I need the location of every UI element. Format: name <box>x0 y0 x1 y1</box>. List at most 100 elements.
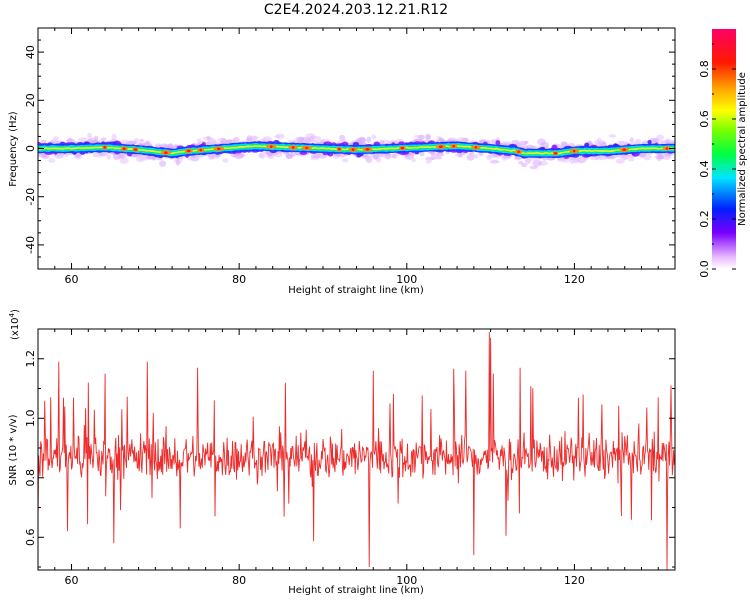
spectral-halo-blob <box>420 135 425 140</box>
spectral-halo-blob <box>275 133 285 140</box>
spectral-halo-blob <box>139 138 145 143</box>
spectral-halo-blob <box>629 137 634 144</box>
x-tick-label: 60 <box>65 574 79 587</box>
band-hotspot-core <box>452 144 456 148</box>
spectral-halo-blob <box>486 155 492 160</box>
spectral-halo-blob <box>295 136 304 142</box>
snr-xlabel: Height of straight line (km) <box>288 585 424 596</box>
colorbar-gradient <box>712 29 736 269</box>
band-hotspot-core <box>186 149 191 153</box>
spectral-halo-blob <box>245 137 253 143</box>
y-tick-label: 0 <box>24 145 37 152</box>
band-hotspot-core <box>122 147 126 150</box>
spectral-halo-blob <box>520 162 528 168</box>
spectral-halo-blob <box>258 153 264 159</box>
x-tick-label: 120 <box>564 574 585 587</box>
spectral-band <box>38 132 675 170</box>
spectrogram-panel: 60 80 100 120 -40 -20 0 20 40 Height of straight… <box>8 27 676 296</box>
colorbar-label: Normalized spectral amplitude <box>737 72 748 226</box>
spectral-halo-blob <box>135 156 146 163</box>
spectral-envelope-blob <box>647 140 652 145</box>
spectral-halo-blob <box>310 153 321 159</box>
figure-title: C2E4.2024.203.12.21.R12 <box>264 2 448 18</box>
band-hotspot-core <box>400 146 405 150</box>
colorbar-tick-label: 0.8 <box>698 60 711 78</box>
y-tick-label: 0.6 <box>24 529 37 547</box>
spectral-halo-blob <box>532 159 542 167</box>
spectral-halo-blob <box>419 151 425 157</box>
band-hotspot-core <box>438 145 443 148</box>
spectral-halo-blob <box>356 137 367 145</box>
band-hotspot-core <box>337 147 341 151</box>
spectral-halo-blob <box>529 165 539 170</box>
spectral-halo-blob <box>207 138 217 145</box>
x-tick-label: 100 <box>396 273 417 286</box>
spectrogram-ticks: 60 80 100 120 -40 -20 0 20 40 <box>24 27 676 286</box>
band-hotspot-core <box>365 148 370 151</box>
spectrogram-ylabel: Frequency (Hz) <box>8 111 19 187</box>
spectral-halo-blob <box>656 154 665 160</box>
band-hotspot-core <box>622 148 626 151</box>
spectral-halo-blob <box>615 158 625 164</box>
band-hotspot-core <box>217 147 221 151</box>
band-hotspot-core <box>517 150 520 153</box>
snr-ylabel: SNR (10 * v/v) <box>8 414 19 485</box>
spectral-halo-blob <box>466 154 475 161</box>
spectral-halo-blob <box>226 139 233 144</box>
snr-multiplier-close: ) <box>10 309 21 313</box>
spectral-halo-blob <box>633 141 641 145</box>
spectral-halo-blob <box>119 157 129 164</box>
spectral-halo-blob <box>572 157 581 163</box>
spectral-halo-blob <box>259 138 270 143</box>
spectral-halo-blob <box>154 143 163 149</box>
band-hotspot-core <box>305 146 309 150</box>
colorbar-tick-label: 0.6 <box>698 110 711 128</box>
spectral-halo-blob <box>222 158 229 163</box>
spectral-halo-blob <box>196 138 202 142</box>
spectral-halo-blob <box>40 139 47 144</box>
band-hotspot-core <box>553 152 558 155</box>
spectral-halo-blob <box>175 159 180 166</box>
spectral-halo-blob <box>502 155 510 159</box>
svg-text:(x104): (x104) <box>8 309 21 340</box>
spectral-halo-blob <box>220 137 227 145</box>
y-tick-label: 20 <box>24 93 37 107</box>
spectral-halo-blob <box>209 154 217 159</box>
band-hotspot-core <box>665 147 669 150</box>
spectral-halo-blob <box>524 140 529 144</box>
x-tick-label: 80 <box>232 574 246 587</box>
spectral-envelope-blob <box>551 144 558 151</box>
colorbar-tick-label: 0.0 <box>698 260 711 278</box>
y-tick-label: -20 <box>24 188 37 206</box>
spectral-halo-blob <box>319 155 326 159</box>
spectral-halo-blob <box>87 132 92 139</box>
band-hotspot-core <box>164 151 168 154</box>
spectral-halo-blob <box>425 156 435 161</box>
band-hotspot-core <box>351 148 355 151</box>
colorbar-ticks: 0.0 0.2 0.4 0.6 0.8 <box>698 43 736 278</box>
x-tick-label: 120 <box>564 273 585 286</box>
snr-ticks: 60 80 100 120 0.6 0.8 1.0 1.2 <box>24 328 676 587</box>
spectral-halo-blob <box>593 139 602 146</box>
spectral-halo-blob <box>75 154 81 158</box>
snr-series <box>38 331 675 570</box>
spectral-halo-blob <box>117 152 127 159</box>
band-hotspot-core <box>269 145 273 148</box>
spectral-halo-blob <box>371 134 377 140</box>
spectral-envelope-blob <box>495 140 501 146</box>
spectral-halo-blob <box>233 136 240 143</box>
spectral-halo-blob <box>163 144 174 150</box>
band-hotspot-core <box>474 146 478 149</box>
spectral-halo-blob <box>144 156 155 160</box>
colorbar-tick-label: 0.4 <box>698 160 711 178</box>
spectral-halo-blob <box>608 134 617 138</box>
spectral-halo-blob <box>101 137 107 141</box>
spectral-halo-blob <box>568 143 575 147</box>
spectral-halo-blob <box>92 152 98 158</box>
x-tick-label: 100 <box>396 574 417 587</box>
snr-line <box>38 331 675 570</box>
spectral-halo-blob <box>468 152 475 156</box>
spectral-halo-blob <box>342 158 349 163</box>
snr-multiplier: (x104) <box>8 309 21 340</box>
